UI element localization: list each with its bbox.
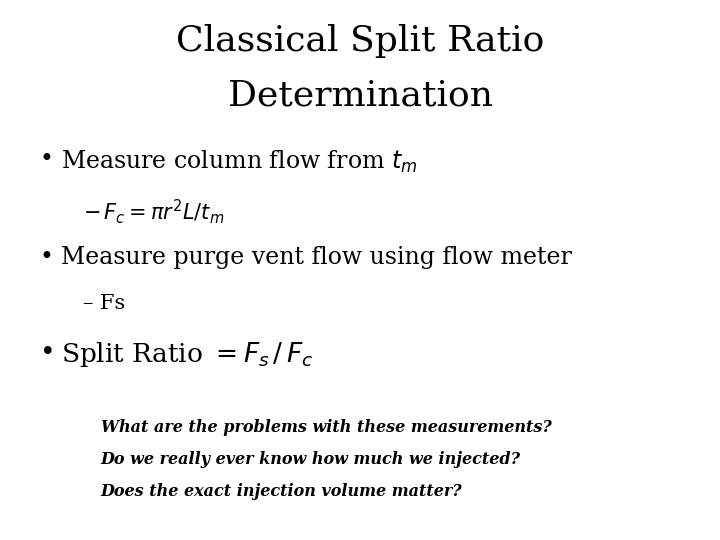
Text: – Fs: – Fs bbox=[83, 294, 125, 313]
Text: Determination: Determination bbox=[228, 78, 492, 112]
Text: What are the problems with these measurements?: What are the problems with these measure… bbox=[101, 418, 552, 435]
Text: Do we really ever know how much we injected?: Do we really ever know how much we injec… bbox=[101, 451, 521, 468]
Text: Measure column flow from $t_m$: Measure column flow from $t_m$ bbox=[61, 148, 418, 175]
Text: Measure purge vent flow using flow meter: Measure purge vent flow using flow meter bbox=[61, 246, 572, 269]
Text: •: • bbox=[40, 148, 53, 172]
Text: $-\,F_c = \pi r^2 L/t_m$: $-\,F_c = \pi r^2 L/t_m$ bbox=[83, 197, 224, 226]
Text: Split Ratio $= F_s\,/\,F_c$: Split Ratio $= F_s\,/\,F_c$ bbox=[61, 340, 313, 369]
Text: •: • bbox=[40, 340, 55, 365]
Text: Does the exact injection volume matter?: Does the exact injection volume matter? bbox=[101, 483, 462, 500]
Text: Classical Split Ratio: Classical Split Ratio bbox=[176, 24, 544, 58]
Text: •: • bbox=[40, 246, 53, 269]
